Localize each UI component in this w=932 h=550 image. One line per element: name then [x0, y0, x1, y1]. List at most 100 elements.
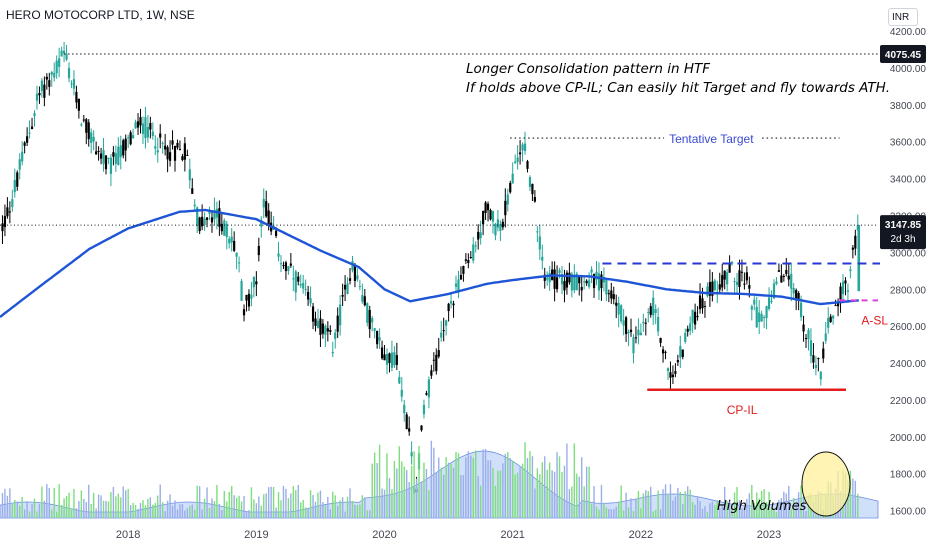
candle-body — [82, 119, 85, 121]
candle-body — [735, 281, 739, 285]
candle-body — [652, 297, 655, 316]
volume-bar — [408, 482, 410, 518]
last-price-badge — [880, 215, 926, 250]
volume-bar — [615, 506, 617, 518]
candle-body — [748, 285, 751, 289]
volume-bar — [270, 486, 272, 518]
volume-bar — [521, 463, 524, 518]
candle-body — [230, 236, 233, 243]
candle-body — [13, 179, 16, 193]
volume-bar — [152, 504, 154, 518]
candle-body — [208, 211, 211, 214]
candle-body — [543, 274, 546, 281]
candle-body — [171, 140, 174, 145]
volume-bar — [467, 451, 470, 518]
volume-bar — [314, 501, 317, 518]
volume-bar — [465, 457, 467, 518]
volume-bar — [120, 497, 122, 518]
candle-body — [595, 271, 598, 280]
volume-bar — [361, 495, 364, 518]
volume-bar — [48, 487, 50, 518]
candle-body — [334, 332, 337, 340]
volume-bar — [181, 504, 184, 518]
volume-bar — [512, 461, 514, 518]
y-tick-label: 3800.00 — [890, 101, 927, 112]
candle-body — [385, 353, 389, 365]
volume-bar — [551, 470, 553, 518]
candle-body — [836, 302, 840, 307]
candle-body — [430, 370, 433, 376]
y-tick-label: 2200.00 — [890, 396, 927, 407]
candle-body — [568, 272, 571, 283]
candle-body — [639, 332, 642, 336]
candle-body — [694, 311, 697, 325]
volume-bar — [376, 463, 378, 518]
volume-bar — [221, 510, 223, 518]
candle-body — [425, 393, 428, 395]
candle-body — [745, 272, 748, 281]
analysis-note-line-1: Longer Consolidation pattern in HTF — [466, 61, 710, 77]
volume-bar — [630, 498, 632, 518]
volume-bar — [470, 455, 472, 518]
candle-body — [87, 122, 90, 140]
candle-body — [605, 280, 608, 295]
volume-bar — [854, 480, 857, 518]
volume-bar — [654, 510, 657, 518]
volume-bar — [477, 476, 479, 518]
volume-bar — [401, 461, 403, 518]
candle-body — [250, 294, 253, 299]
volume-bar — [748, 493, 751, 518]
candle-body — [237, 262, 241, 264]
candle-body — [260, 220, 263, 227]
volume-bar — [447, 462, 450, 518]
volume-bar — [613, 509, 615, 518]
candle-body — [65, 53, 68, 60]
candle-body — [146, 126, 149, 138]
candle-body — [173, 145, 177, 161]
volume-bar — [258, 496, 260, 518]
candle-body — [297, 276, 300, 282]
candle-body — [203, 218, 206, 226]
volume-bar — [191, 504, 193, 518]
candle-body — [772, 283, 776, 299]
volume-bar — [475, 450, 477, 518]
volume-bar — [349, 488, 351, 518]
candle-body — [353, 265, 357, 281]
high-volume-highlight — [801, 451, 851, 517]
candle-body — [785, 269, 788, 274]
volume-bar — [327, 496, 329, 518]
candle-body — [144, 117, 147, 139]
candle-body — [706, 286, 709, 297]
volume-bar — [566, 443, 568, 518]
symbol-title[interactable]: HERO MOTOCORP LTD, 1W, NSE — [6, 8, 195, 22]
volume-bar — [687, 486, 689, 518]
candle-body — [472, 244, 475, 261]
volume-bar — [161, 502, 164, 518]
volume-bar — [544, 456, 546, 518]
candle-body — [681, 349, 684, 358]
candle-body — [622, 320, 625, 326]
volume-bar — [33, 498, 36, 518]
volume-bar — [529, 451, 531, 518]
candle-body — [718, 284, 721, 290]
candle-body — [844, 280, 847, 284]
candle-body — [827, 318, 830, 328]
candle-body — [807, 329, 810, 340]
volume-bar — [738, 500, 741, 518]
candle-body — [496, 219, 500, 228]
candle-body — [159, 133, 162, 138]
candle-body — [617, 302, 620, 315]
volume-bar — [563, 465, 566, 518]
currency-selector[interactable]: INR — [888, 8, 918, 26]
candle-body — [743, 283, 746, 285]
volume-bar — [85, 502, 87, 518]
candle-body — [191, 188, 194, 194]
candle-body — [220, 223, 223, 232]
candle-body — [164, 145, 167, 150]
volume-bar — [317, 492, 319, 518]
volume-bar — [541, 462, 543, 518]
volume-bar — [100, 495, 102, 518]
volume-bar — [499, 470, 502, 518]
candle-body — [689, 323, 692, 331]
